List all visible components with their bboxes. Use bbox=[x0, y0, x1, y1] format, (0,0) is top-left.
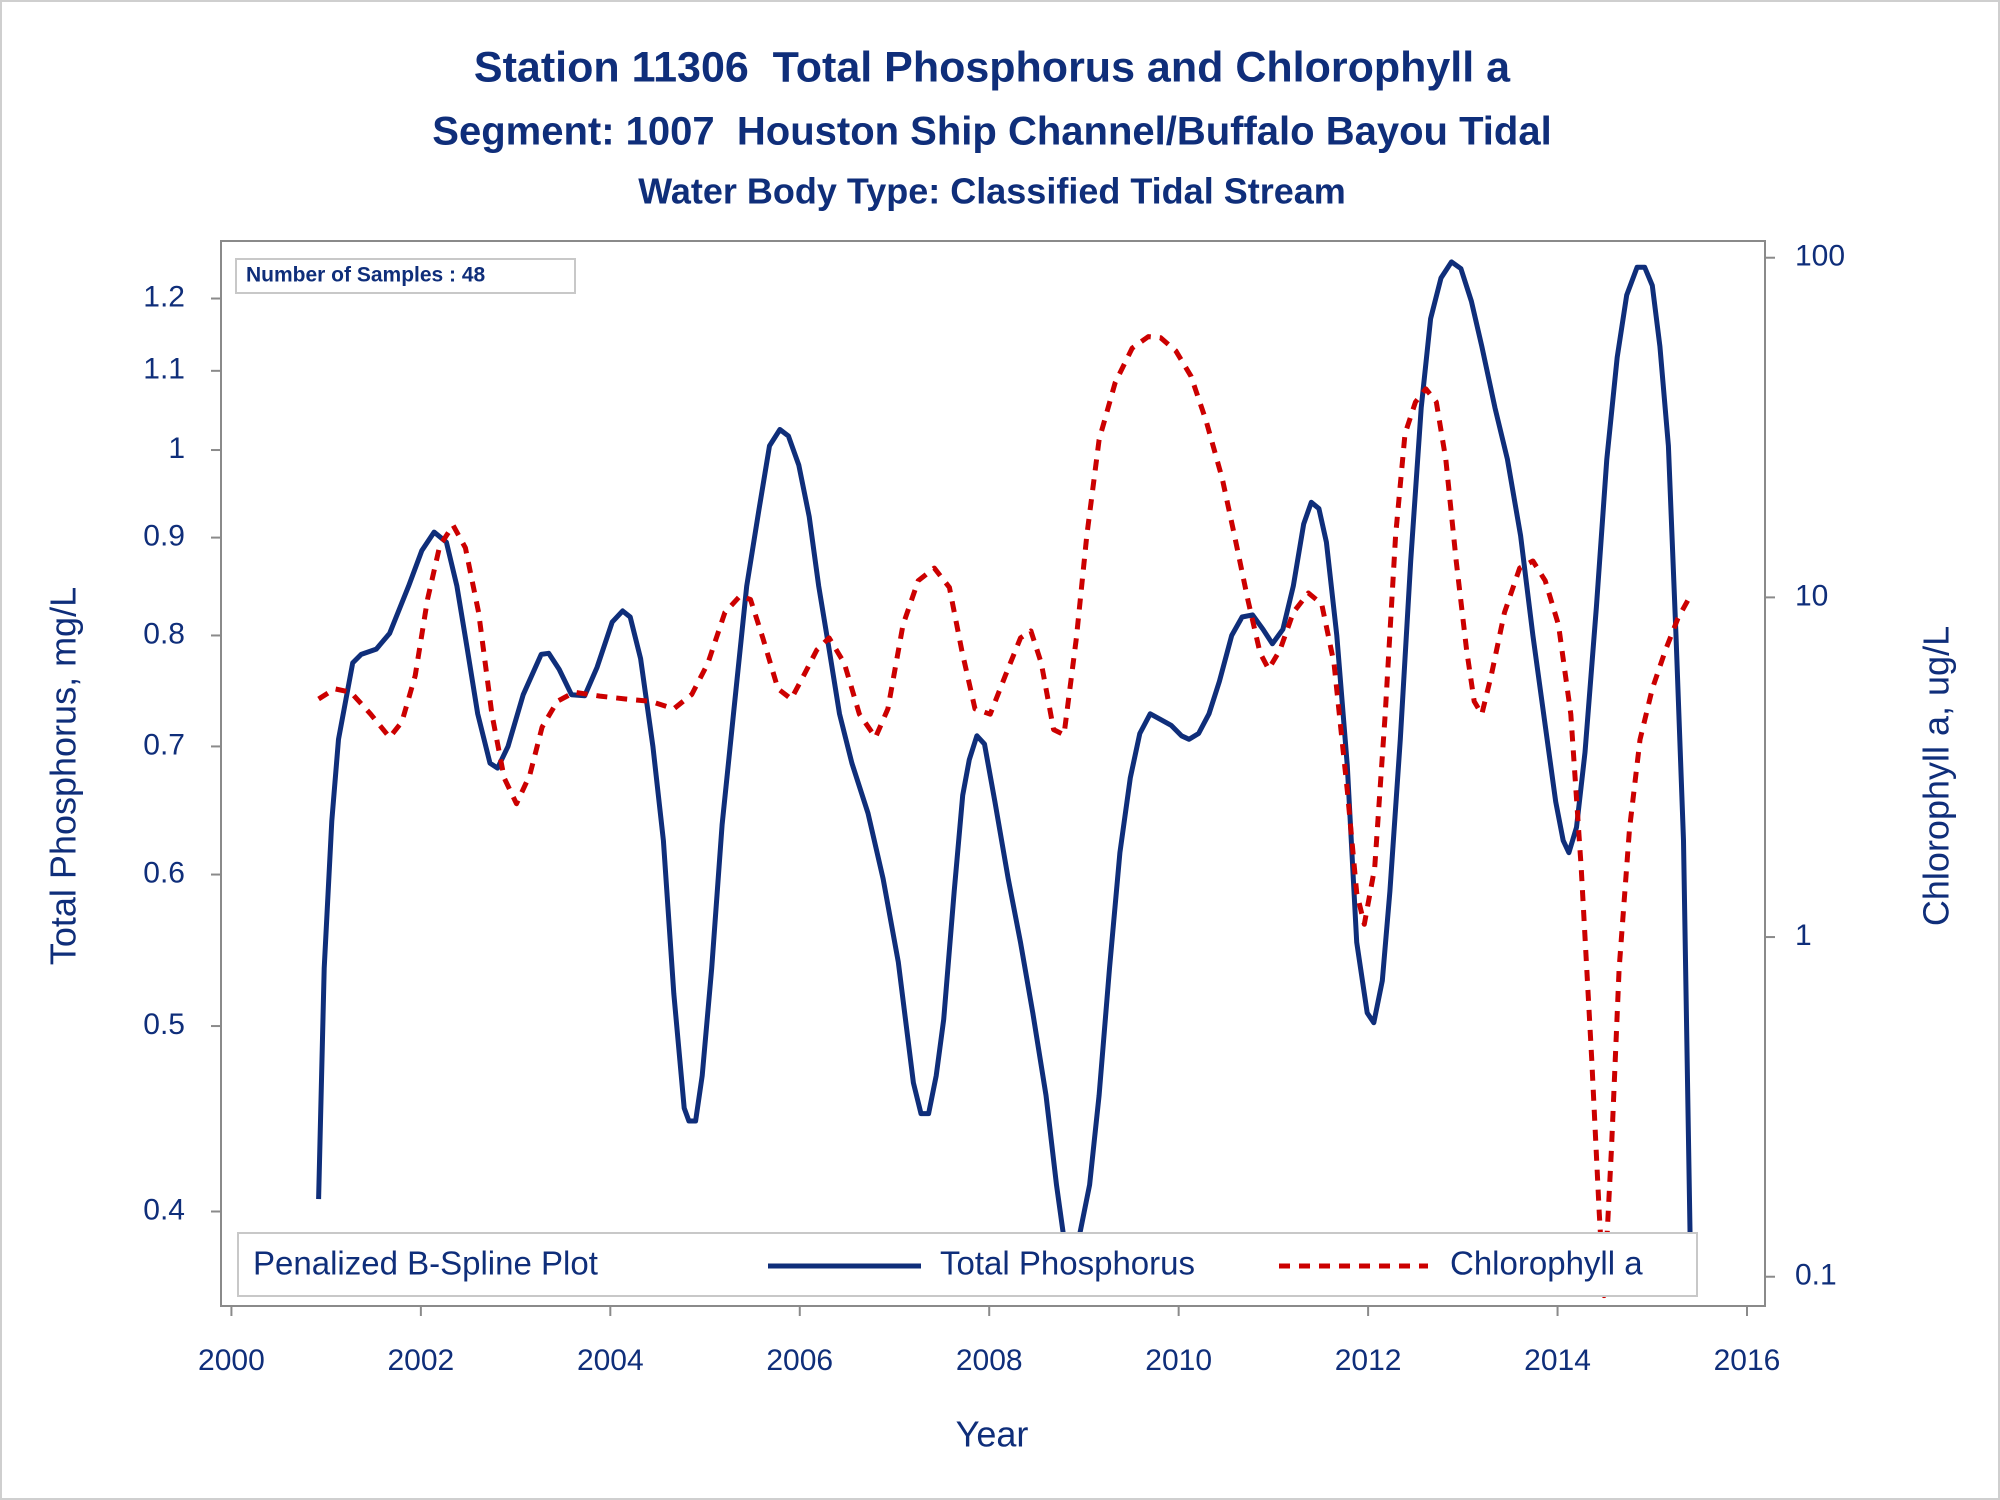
y2-tick-label: 10 bbox=[1795, 579, 1828, 612]
annotation: Number of Samples : 48 bbox=[246, 264, 486, 287]
x-tick-label: 2010 bbox=[1145, 1344, 1212, 1377]
y-tick-label: 0.4 bbox=[143, 1193, 185, 1226]
y2-axis-label: Chlorophyll a, ug/L bbox=[1916, 626, 1957, 926]
x-tick-label: 2006 bbox=[766, 1344, 833, 1377]
y-tick-label: 0.6 bbox=[143, 856, 185, 889]
y2-tick-label: 0.1 bbox=[1795, 1259, 1837, 1292]
y-tick-label: 1 bbox=[168, 432, 185, 465]
plot-area bbox=[316, 259, 1694, 1299]
legend-title: Penalized B-Spline Plot bbox=[253, 1245, 598, 1282]
x-tick-label: 2008 bbox=[956, 1344, 1023, 1377]
y-tick-label: 0.9 bbox=[143, 520, 185, 553]
chart-subtitle: Segment: 1007 Houston Ship Channel/Buffa… bbox=[432, 110, 1551, 154]
y-tick-label: 0.5 bbox=[143, 1008, 185, 1041]
x-tick-label: 2002 bbox=[387, 1344, 454, 1377]
x-tick-label: 2000 bbox=[198, 1344, 265, 1377]
chart-title: Station 11306 Total Phosphorus and Chlor… bbox=[474, 43, 1511, 91]
y-tick-label: 1.1 bbox=[143, 353, 185, 386]
y2-tick-label: 100 bbox=[1795, 240, 1845, 273]
legend-label: Chlorophyll a bbox=[1450, 1245, 1643, 1282]
series-line bbox=[316, 259, 1694, 1297]
x-tick-label: 2016 bbox=[1714, 1344, 1781, 1377]
y-axis-label: Total Phosphorus, mg/L bbox=[43, 587, 84, 965]
series-line bbox=[317, 334, 1691, 1299]
y-tick-label: 1.2 bbox=[143, 280, 185, 313]
y-tick-label: 0.8 bbox=[143, 617, 185, 650]
legend-box bbox=[237, 1232, 1698, 1297]
annotation-box bbox=[235, 258, 576, 294]
legend-label: Total Phosphorus bbox=[940, 1245, 1195, 1282]
x-tick-label: 2012 bbox=[1335, 1344, 1402, 1377]
y-tick-label: 0.7 bbox=[143, 728, 185, 761]
chart-subtitle: Water Body Type: Classified Tidal Stream bbox=[638, 171, 1346, 212]
x-axis-label: Year bbox=[956, 1414, 1029, 1455]
x-tick-label: 2014 bbox=[1524, 1344, 1591, 1377]
x-tick-label: 2004 bbox=[577, 1344, 644, 1377]
plot-frame bbox=[220, 240, 1766, 1307]
y2-tick-label: 1 bbox=[1795, 919, 1812, 952]
